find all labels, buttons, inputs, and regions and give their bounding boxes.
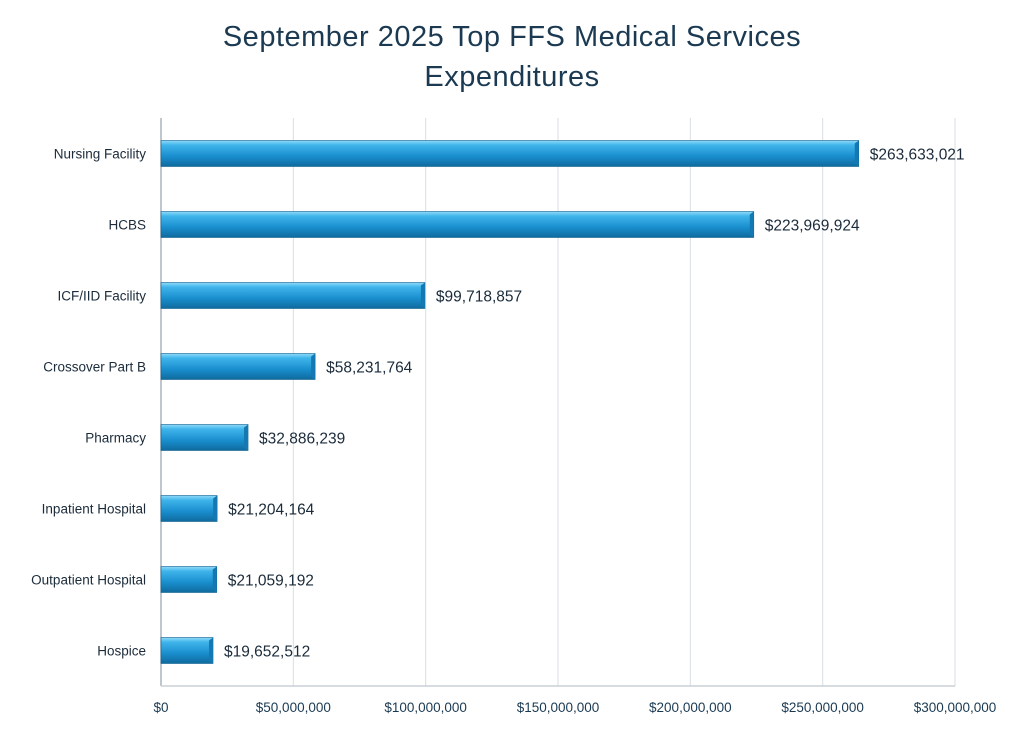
chart-title-line-2: Expenditures	[424, 61, 599, 93]
data-label: $32,886,239	[259, 431, 345, 448]
bar-end-bevel	[420, 282, 425, 309]
bar	[160, 424, 249, 451]
data-label: $263,633,021	[870, 147, 965, 164]
bar	[160, 566, 218, 593]
x-tick-label: $150,000,000	[517, 700, 600, 715]
data-label: $21,204,164	[228, 502, 315, 519]
data-label: $58,231,764	[326, 360, 413, 377]
category-label: Pharmacy	[85, 431, 146, 446]
category-label: Hospice	[97, 644, 146, 659]
bar-end-bevel	[854, 140, 859, 167]
x-tick-label: $250,000,000	[781, 700, 864, 715]
bar-end-bevel	[749, 211, 754, 238]
data-label: $223,969,924	[765, 218, 860, 235]
x-tick-label: $100,000,000	[384, 700, 467, 715]
category-label: ICF/IID Facility	[57, 289, 146, 304]
x-tick-label: $200,000,000	[649, 700, 732, 715]
bar	[160, 282, 426, 309]
data-label: $21,059,192	[228, 573, 314, 590]
bar-end-bevel	[244, 424, 249, 451]
x-tick-label: $300,000,000	[914, 700, 997, 715]
bar	[160, 637, 214, 664]
bar-end-bevel	[311, 353, 316, 380]
category-label: Crossover Part B	[43, 360, 146, 375]
chart-title-line-1: September 2025 Top FFS Medical Services	[223, 21, 801, 53]
bar	[160, 495, 218, 522]
category-label: Inpatient Hospital	[42, 502, 146, 517]
category-label: Nursing Facility	[54, 147, 147, 162]
bar	[160, 140, 860, 167]
bar-end-bevel	[213, 495, 218, 522]
bar-end-bevel	[212, 566, 217, 593]
category-label: Outpatient Hospital	[31, 573, 146, 588]
data-label: $19,652,512	[224, 644, 310, 661]
bar	[160, 353, 316, 380]
bar-end-bevel	[209, 637, 214, 664]
data-label: $99,718,857	[436, 289, 522, 306]
x-tick-label: $50,000,000	[256, 700, 331, 715]
x-tick-label: $0	[153, 700, 168, 715]
bar	[160, 211, 755, 238]
category-label: HCBS	[108, 218, 146, 233]
